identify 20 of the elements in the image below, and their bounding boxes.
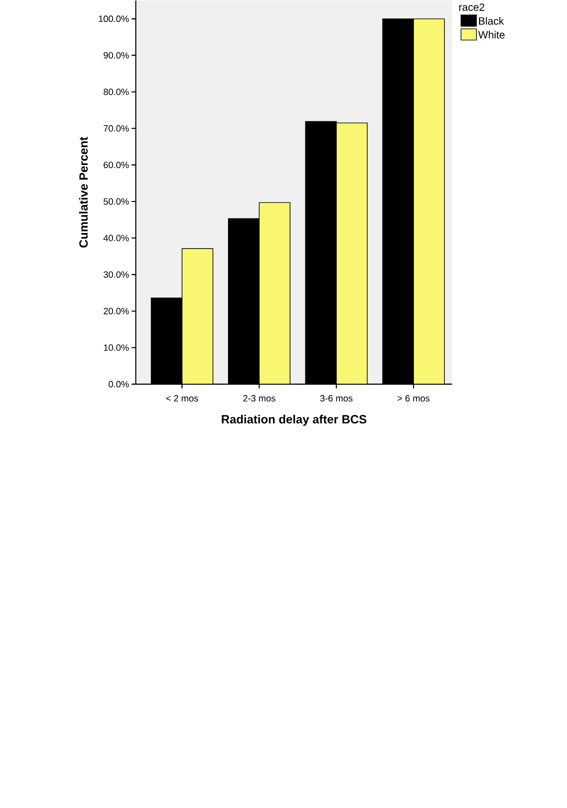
y-tick-label: 100.0% — [99, 16, 129, 22]
x-tick-label: < 2 mos — [166, 395, 198, 402]
legend-title: race2 — [459, 3, 484, 11]
legend-label: Black — [479, 16, 504, 25]
y-axis-title: Cumulative Percent — [79, 136, 88, 248]
legend-label: White — [478, 30, 505, 39]
x-tick-label: 3-6 mos — [320, 395, 353, 402]
x-tick-label: 2-3 mos — [243, 395, 276, 402]
y-tick-label: 40.0% — [104, 234, 129, 242]
y-tick-label: 70.0% — [104, 125, 129, 132]
y-tick-label: 0.0% — [108, 380, 129, 388]
y-tick-label: 20.0% — [104, 308, 129, 314]
y-tick-label: 30.0% — [104, 271, 129, 278]
y-tick-label: 10.0% — [104, 344, 129, 351]
x-axis-title: Radiation delay after BCS — [222, 414, 366, 426]
y-tick-label: 60.0% — [104, 162, 129, 168]
y-tick-label: 90.0% — [104, 52, 129, 59]
y-tick-label: 80.0% — [104, 88, 129, 96]
x-tick-label: > 6 mos — [398, 395, 430, 402]
y-tick-label: 50.0% — [104, 198, 129, 205]
